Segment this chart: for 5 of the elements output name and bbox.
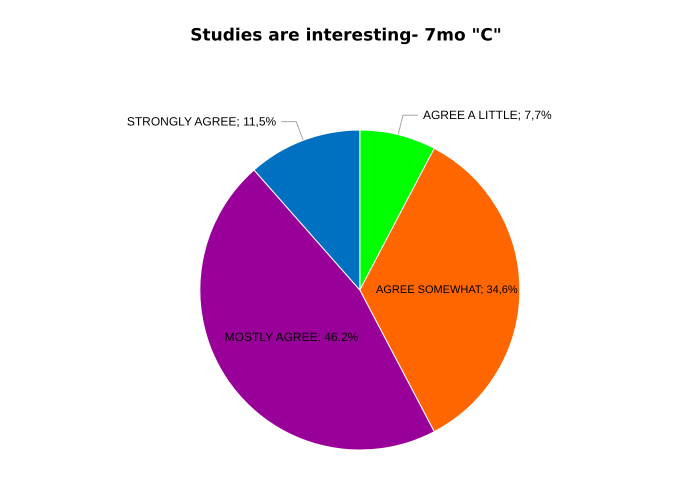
slice-label: MOSTLY AGREE; 46,2% <box>224 330 359 344</box>
slice-label: AGREE A LITTLE; 7,7% <box>422 108 552 122</box>
slice-label: STRONGLY AGREE; 11,5% <box>126 114 277 129</box>
slice-label: AGREE SOMEWHAT; 34,6% <box>376 284 518 296</box>
chart-title: Studies are interesting- 7mo "C" <box>190 26 502 46</box>
